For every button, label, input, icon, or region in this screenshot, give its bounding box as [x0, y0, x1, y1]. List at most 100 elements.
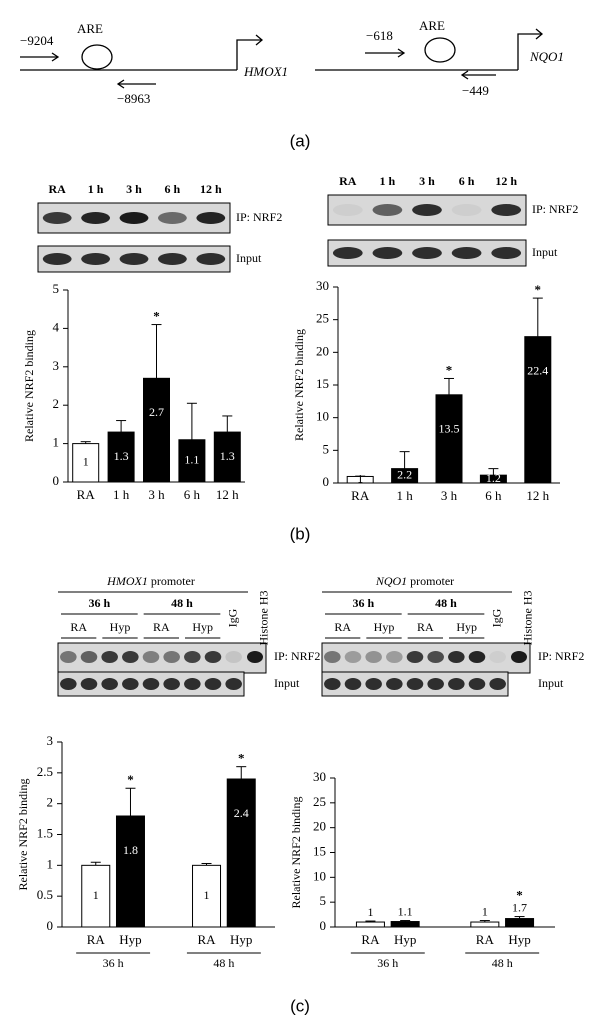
x-tick-label: 1 h: [396, 488, 413, 503]
band: [491, 247, 522, 259]
lane-label: 3 h: [419, 174, 435, 188]
x-tick-label: RA: [87, 932, 106, 947]
condition-label: RA: [417, 620, 434, 634]
significance-marker: *: [238, 751, 245, 766]
bar: [524, 336, 552, 484]
band: [324, 651, 341, 663]
condition-label: Hyp: [374, 620, 395, 634]
band: [427, 651, 444, 663]
band: [365, 651, 382, 663]
x-tick-label: Hyp: [394, 932, 416, 947]
bar: [470, 921, 500, 928]
time-label: 48 h: [171, 596, 193, 610]
x-tick-label: Hyp: [119, 932, 141, 947]
y-tick-label: 0: [53, 473, 60, 488]
band: [158, 253, 187, 265]
y-tick-label: 25: [316, 311, 329, 326]
band: [142, 651, 160, 663]
y-tick-label: 2.5: [37, 764, 53, 779]
bar: [107, 431, 135, 483]
value-label: 2.7: [149, 405, 164, 419]
x-tick-label: Hyp: [230, 932, 252, 947]
y-tick-label: 15: [316, 376, 329, 391]
band: [406, 678, 424, 690]
band: [60, 678, 77, 690]
lane-label: 6 h: [459, 174, 475, 188]
bar: [435, 394, 463, 484]
band: [196, 212, 226, 224]
bar: [390, 921, 420, 928]
y-tick-label: 10: [313, 868, 326, 883]
significance-marker: *: [127, 772, 134, 787]
y-tick-label: 0.5: [37, 887, 53, 902]
band: [372, 204, 403, 216]
bar: [479, 474, 507, 484]
promoter-diagram: [20, 28, 544, 89]
band: [122, 651, 139, 663]
value-label: 2.4: [234, 806, 249, 820]
lane-label: 12 h: [200, 182, 222, 196]
band: [386, 651, 403, 663]
row-label: Input: [236, 251, 262, 265]
significance-marker: *: [535, 282, 542, 297]
x-tick-label: RA: [197, 932, 216, 947]
band: [468, 678, 486, 690]
row-label: IP: NRF2: [236, 210, 282, 224]
value-label: 1: [482, 904, 488, 918]
band: [344, 651, 362, 663]
lane-label: 1 h: [380, 174, 396, 188]
band: [184, 651, 201, 663]
band: [196, 253, 226, 265]
arrow-head: [397, 48, 406, 58]
y-tick-label: 2: [47, 795, 54, 810]
condition-label: Hyp: [110, 620, 131, 634]
band: [184, 678, 201, 690]
value-label: 1.1: [184, 453, 199, 467]
x-tick-label: 3 h: [441, 488, 458, 503]
value-label: 1: [93, 888, 99, 902]
row-label: Input: [538, 676, 564, 690]
band: [427, 678, 444, 690]
band: [489, 651, 506, 663]
y-axis-label: Relative NRF2 binding: [22, 330, 36, 442]
are-site: [81, 44, 113, 70]
y-tick-label: 1: [53, 435, 60, 450]
value-label: 1: [83, 455, 89, 469]
x-tick-label: Hyp: [508, 932, 530, 947]
band: [412, 204, 442, 216]
primer-label: −449: [462, 83, 489, 98]
value-label: 1: [204, 888, 210, 902]
y-tick-label: 3: [47, 733, 54, 748]
y-tick-label: 15: [313, 843, 326, 858]
y-tick-label: 10: [316, 409, 329, 424]
y-tick-label: 5: [53, 281, 60, 296]
y-tick-label: 20: [313, 819, 326, 834]
bar: [72, 443, 100, 483]
bar: [192, 864, 222, 928]
band: [511, 651, 527, 663]
arrow-head: [51, 52, 60, 62]
y-tick-label: 30: [313, 769, 326, 784]
bar: [178, 439, 206, 483]
band: [42, 253, 72, 265]
y-tick-label: 2: [53, 396, 60, 411]
value-label: 1: [367, 905, 373, 919]
row-label: Input: [532, 245, 558, 259]
group-label: 36 h: [377, 956, 398, 970]
control-label: Histone H3: [256, 591, 270, 646]
band: [406, 651, 424, 663]
band: [80, 651, 98, 663]
band: [247, 651, 263, 663]
y-tick-label: 1.5: [37, 825, 53, 840]
y-tick-label: 20: [316, 343, 329, 358]
promoter-label: NQO1 promoter: [375, 574, 454, 588]
time-label: 48 h: [435, 596, 457, 610]
condition-label: RA: [153, 620, 170, 634]
x-tick-label: RA: [361, 932, 380, 947]
primer-label: −9204: [20, 33, 54, 48]
bar: [226, 778, 256, 928]
blot: [321, 642, 531, 674]
band: [225, 651, 242, 663]
element-label: ARE: [419, 18, 445, 33]
